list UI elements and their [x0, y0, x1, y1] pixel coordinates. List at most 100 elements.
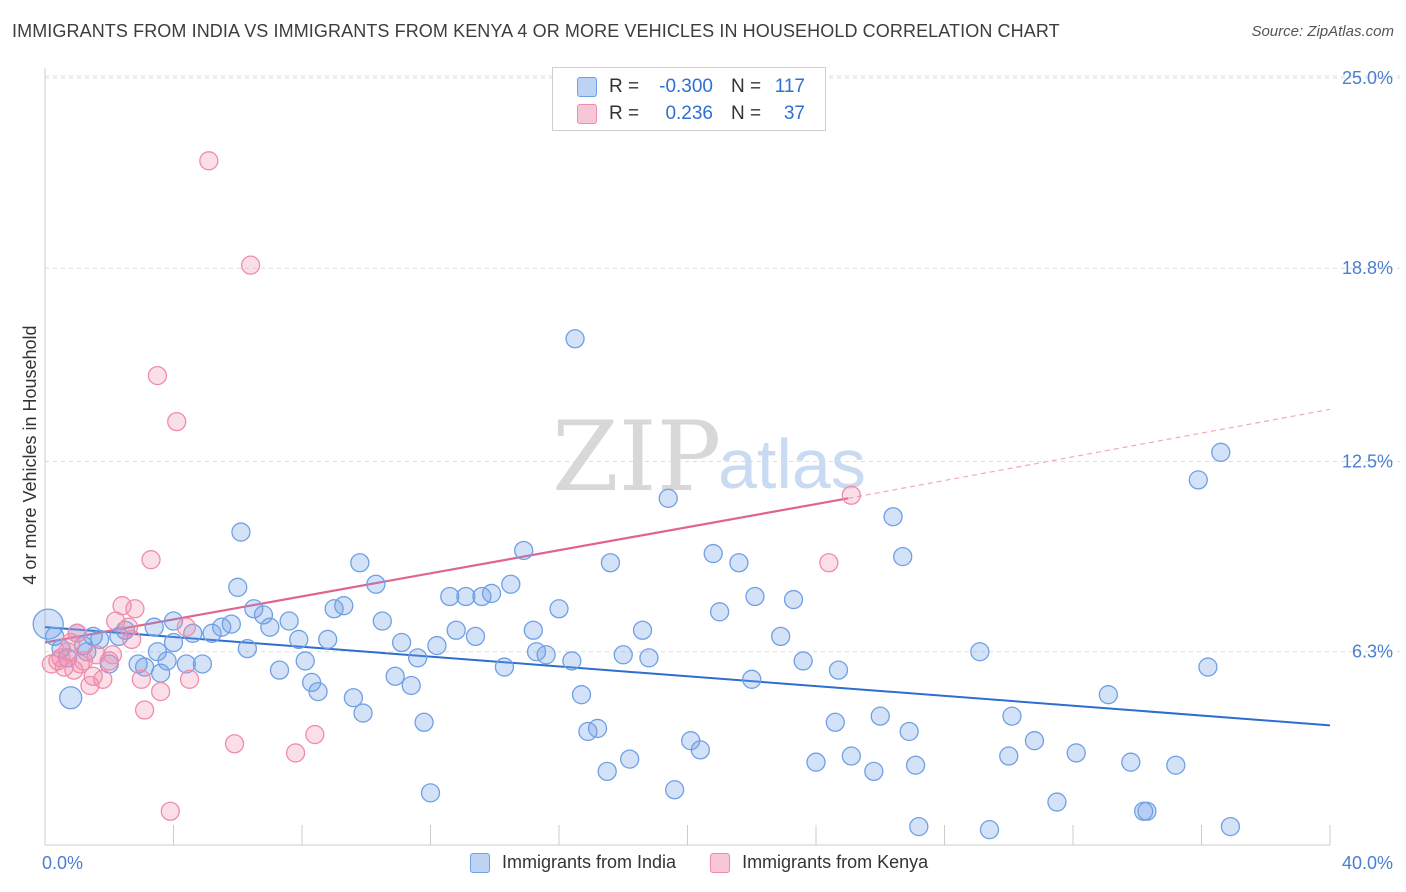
legend-n-label: N =: [731, 103, 762, 124]
kenya-point: [150, 681, 171, 702]
india-point: [366, 574, 386, 594]
india-swatch: [577, 77, 597, 97]
kenya-point: [199, 151, 219, 171]
india-point: [228, 577, 248, 597]
kenya-point: [93, 669, 113, 689]
source-label: Source: ZipAtlas.com: [1251, 23, 1394, 40]
india-point: [295, 651, 315, 671]
kenya-point: [131, 669, 152, 689]
india-point: [289, 629, 309, 650]
kenya-point: [176, 617, 197, 637]
india-point: [221, 614, 241, 634]
india-point: [864, 761, 884, 782]
india-point: [456, 586, 476, 607]
x-tick-label: 40.0%: [1342, 853, 1393, 873]
kenya-point: [240, 255, 261, 275]
india-point: [501, 574, 521, 594]
india-point: [157, 651, 177, 671]
india-point: [1188, 470, 1208, 490]
india-point: [420, 783, 441, 803]
legend-n-value: 37: [783, 103, 805, 124]
kenya-point: [179, 669, 200, 689]
india-point: [613, 645, 633, 665]
india-point: [600, 553, 621, 573]
india-point: [279, 611, 299, 631]
india-point: [1066, 743, 1086, 763]
kenya-point: [305, 724, 325, 745]
india-point: [632, 620, 653, 640]
india-point: [407, 648, 428, 668]
india-point: [828, 660, 849, 680]
kenya-point: [125, 599, 145, 619]
x-tick-label: 0.0%: [42, 853, 83, 873]
india-point: [32, 608, 64, 640]
trend-lines: [44, 408, 1331, 727]
india-point: [192, 654, 213, 674]
legend-item-kenya: Immigrants from Kenya: [710, 852, 928, 873]
india-point: [1098, 685, 1118, 705]
india-point: [825, 712, 845, 732]
india-point: [658, 488, 678, 508]
series-legend: Immigrants from India Immigrants from Ke…: [470, 852, 962, 873]
india-point: [353, 703, 373, 723]
india-point: [231, 522, 251, 542]
india-point: [841, 746, 861, 766]
india-point: [391, 632, 412, 653]
kenya-trend-extension: [848, 408, 1331, 499]
kenya-legend-swatch: [710, 852, 731, 873]
india-point: [414, 712, 434, 732]
watermark-zip: ZIP: [552, 401, 721, 513]
axes: [44, 68, 1331, 846]
india-legend-label: Immigrants from India: [502, 852, 677, 872]
india-point: [1024, 731, 1045, 751]
india-point: [549, 599, 569, 619]
y-tick-label: 12.5%: [1342, 452, 1393, 472]
grid-lines: [45, 75, 1400, 653]
india-point: [536, 645, 556, 665]
india-legend-swatch: [470, 852, 490, 873]
india-point: [979, 820, 1000, 840]
india-point: [703, 543, 723, 564]
india-point: [427, 635, 447, 656]
y-tick-labels: 6.3% 12.5% 18.8% 25.0%: [1342, 68, 1393, 662]
india-point: [89, 629, 110, 650]
india-point: [639, 648, 659, 668]
y-tick-label: 18.8%: [1342, 258, 1393, 278]
india-point: [260, 617, 280, 637]
india-point: [1220, 816, 1241, 837]
correlation-legend: R = -0.300 N = 117 R = 0.236 N = 37: [552, 67, 826, 131]
india-point: [1121, 752, 1141, 772]
y-tick-label: 6.3%: [1352, 642, 1393, 662]
india-point: [481, 583, 502, 604]
kenya-point: [167, 411, 187, 432]
india-point: [783, 589, 804, 610]
kenya-trend-line: [44, 497, 849, 644]
india-trend-line: [44, 626, 1331, 727]
india-point: [1166, 755, 1186, 775]
india-point: [440, 586, 460, 607]
kenya-swatch: [577, 104, 597, 124]
legend-r-label: R =: [609, 76, 640, 97]
india-point: [1211, 442, 1231, 462]
kenya-point: [134, 700, 155, 720]
india-point: [905, 755, 926, 775]
india-point: [523, 620, 543, 640]
india-point: [372, 611, 392, 631]
india-point: [620, 749, 640, 769]
india-point: [883, 507, 903, 527]
india-point: [244, 599, 264, 619]
india-point: [269, 660, 290, 680]
kenya-point: [841, 485, 861, 505]
x-tick-labels: 0.0% 40.0%: [42, 853, 1393, 873]
india-point: [571, 685, 592, 705]
kenya-point: [118, 617, 139, 637]
india-point: [163, 632, 184, 653]
india-point: [202, 623, 222, 643]
india-point: [999, 746, 1019, 766]
kenya-point: [102, 645, 123, 665]
india-point: [176, 654, 197, 674]
india-point: [334, 596, 354, 616]
kenya-point: [160, 801, 180, 821]
india-point: [343, 688, 364, 708]
legend-row-kenya: R = 0.236 N = 37: [577, 102, 805, 126]
